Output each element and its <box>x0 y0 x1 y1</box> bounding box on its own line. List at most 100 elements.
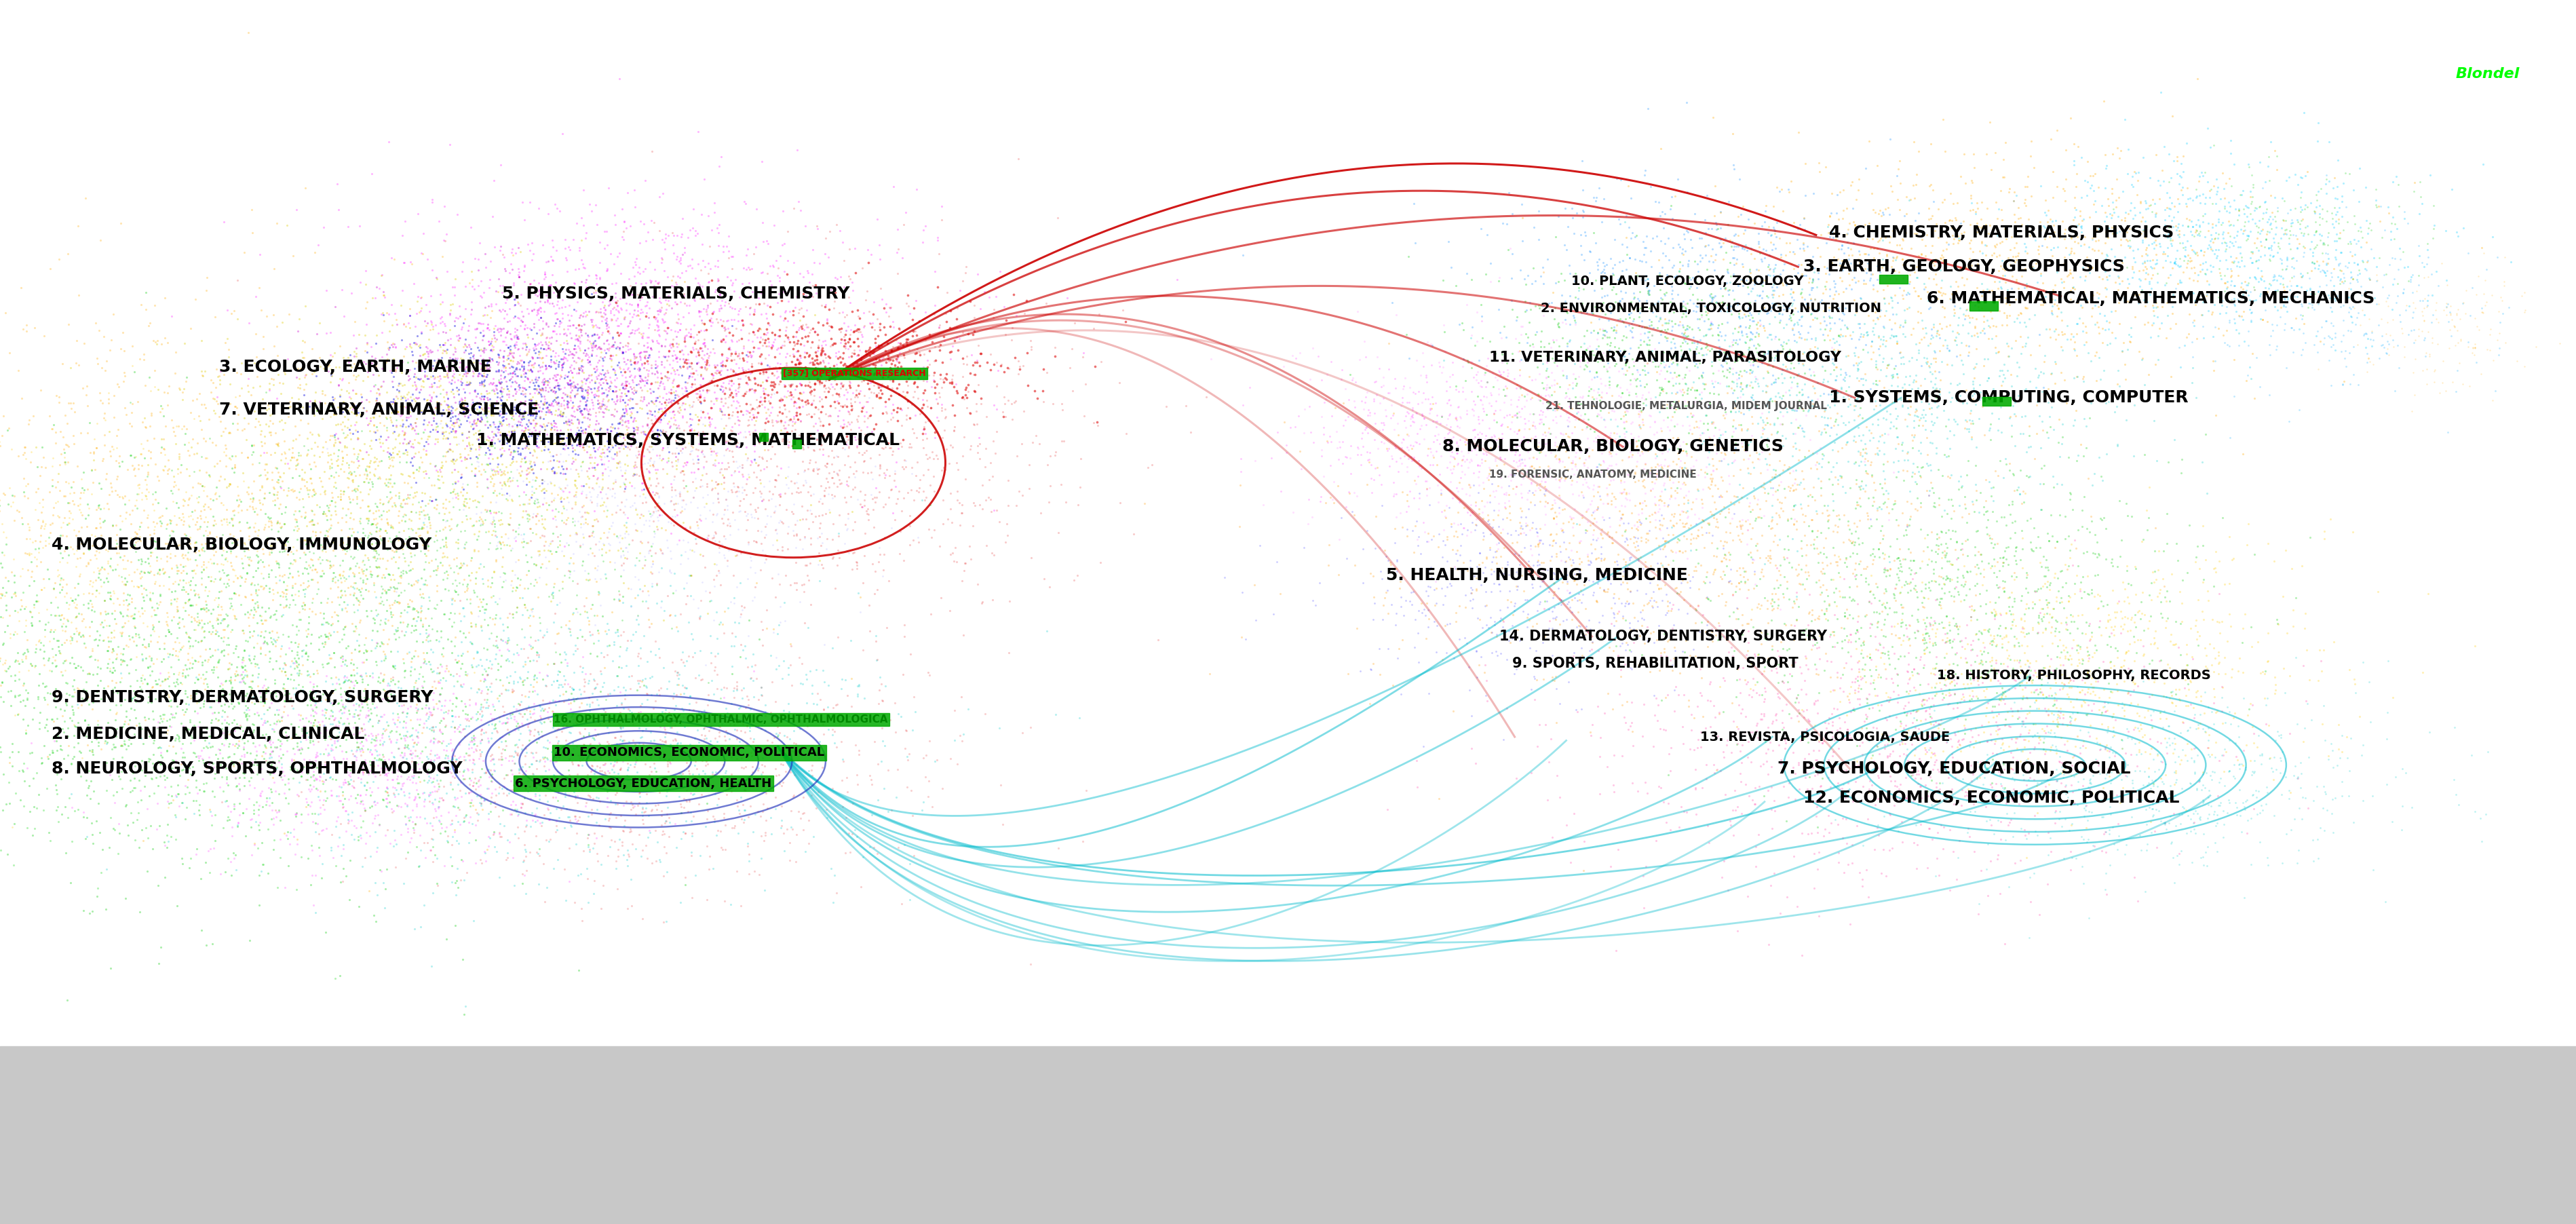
Point <box>2179 714 2221 733</box>
Point <box>618 606 659 625</box>
Point <box>1618 300 1659 319</box>
Point <box>167 770 209 789</box>
Point <box>1631 417 1672 437</box>
Point <box>2027 592 2069 612</box>
Point <box>1955 687 1996 706</box>
Point <box>531 750 572 770</box>
Point <box>1899 600 1940 619</box>
Point <box>1984 716 2025 736</box>
Point <box>1909 613 1950 633</box>
Point <box>958 356 999 376</box>
Point <box>1638 514 1680 534</box>
Point <box>2061 670 2102 689</box>
Point <box>881 458 922 477</box>
Point <box>57 557 98 577</box>
Point <box>1589 248 1631 268</box>
Point <box>2218 716 2259 736</box>
Point <box>2210 231 2251 251</box>
Point <box>1641 307 1682 327</box>
Point <box>559 414 600 433</box>
Point <box>538 706 580 726</box>
Point <box>497 672 538 692</box>
Point <box>613 417 654 437</box>
Point <box>33 506 75 525</box>
Point <box>1834 681 1875 700</box>
Point <box>1947 823 1989 842</box>
Point <box>644 346 685 366</box>
Point <box>706 785 747 804</box>
Point <box>639 301 680 321</box>
Point <box>2071 668 2112 688</box>
Point <box>433 365 474 384</box>
Point <box>2303 776 2344 796</box>
Point <box>322 498 363 518</box>
Point <box>618 233 659 252</box>
Point <box>2120 732 2161 752</box>
Point <box>98 814 139 834</box>
Point <box>72 612 113 632</box>
Point <box>2259 266 2300 285</box>
Point <box>2112 175 2154 195</box>
Point <box>572 383 613 403</box>
Point <box>167 659 209 678</box>
Point <box>77 496 118 515</box>
Point <box>1834 343 1875 362</box>
Point <box>1577 388 1618 408</box>
Point <box>654 408 696 427</box>
Point <box>2372 300 2414 319</box>
Point <box>1651 196 1692 215</box>
Point <box>544 745 585 765</box>
Point <box>1698 450 1739 470</box>
Point <box>1695 250 1736 269</box>
Point <box>562 744 603 764</box>
Point <box>49 788 90 808</box>
Point <box>1422 485 1463 504</box>
Point <box>2009 657 2050 677</box>
Point <box>410 468 451 487</box>
Point <box>1862 548 1904 568</box>
Point <box>538 430 580 449</box>
Point <box>708 714 750 733</box>
Point <box>809 337 850 356</box>
Point <box>1739 547 1780 567</box>
Point <box>124 776 165 796</box>
Point <box>670 565 711 585</box>
Point <box>430 589 471 608</box>
Point <box>1538 394 1579 414</box>
Point <box>564 399 605 419</box>
Point <box>1893 472 1935 492</box>
Point <box>258 482 299 502</box>
Point <box>1777 475 1819 494</box>
Point <box>873 317 914 337</box>
Point <box>2117 294 2159 313</box>
Point <box>554 339 595 359</box>
Point <box>2177 635 2218 655</box>
Point <box>222 665 263 684</box>
Point <box>49 502 90 521</box>
Point <box>533 717 574 737</box>
Point <box>1463 399 1504 419</box>
Point <box>1801 485 1842 504</box>
Point <box>2125 783 2166 803</box>
Point <box>209 760 250 780</box>
Point <box>1574 345 1615 365</box>
Point <box>258 521 299 541</box>
Point <box>64 761 106 781</box>
Point <box>250 579 291 599</box>
Point <box>443 521 484 541</box>
Point <box>2166 328 2208 348</box>
Point <box>1525 481 1566 501</box>
Point <box>742 449 783 469</box>
Point <box>1584 581 1625 601</box>
Point <box>54 618 95 638</box>
Point <box>1731 329 1772 349</box>
Point <box>2159 581 2200 601</box>
Point <box>224 672 265 692</box>
Point <box>598 443 639 463</box>
Point <box>1808 365 1850 384</box>
Point <box>443 760 484 780</box>
Point <box>984 532 1025 552</box>
Point <box>52 426 93 446</box>
Point <box>662 457 703 476</box>
Point <box>544 775 585 794</box>
